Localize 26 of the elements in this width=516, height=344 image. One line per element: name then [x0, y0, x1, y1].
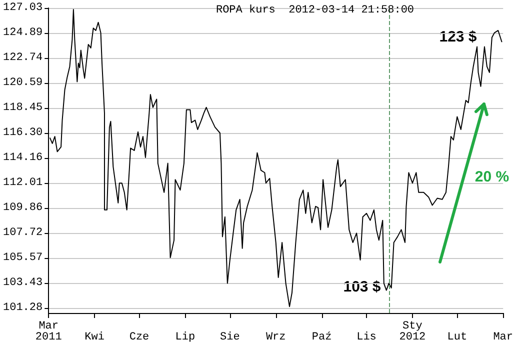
x-tick-label: Sie — [220, 332, 240, 344]
x-tick-label: Lut — [447, 332, 468, 344]
y-tick-label: 112.01 — [2, 176, 43, 189]
chart-title: ROPA kurs 2012-03-14 21:58:00 — [216, 4, 414, 16]
x-tick-label: Wrz — [266, 332, 286, 344]
y-tick-label: 101.28 — [2, 302, 43, 314]
y-tick-label: 120.59 — [2, 77, 43, 90]
y-tick-label: 116.30 — [2, 127, 43, 140]
x-tick-label: Cze — [129, 332, 150, 344]
annotation: 20 % — [474, 168, 510, 186]
x-tick-label: Lip — [175, 332, 196, 344]
y-tick-label: 107.72 — [2, 226, 43, 239]
y-tick-label: 114.16 — [2, 152, 43, 164]
x-tick-label: Kwi — [84, 332, 105, 344]
y-tick-label: 122.74 — [2, 52, 43, 64]
x-tick-label: Paź — [312, 332, 332, 344]
x-tick-label: Lis — [356, 332, 376, 344]
y-tick-label: 124.89 — [2, 26, 43, 39]
y-tick-label: 127.03 — [2, 2, 43, 14]
y-tick-label: 105.57 — [2, 252, 43, 264]
y-tick-label: 109.86 — [2, 202, 43, 214]
y-tick-label: 103.43 — [2, 276, 43, 289]
x-tick-label: Mar — [493, 332, 514, 344]
x-tick-label: Sty 2012 — [399, 320, 426, 344]
x-tick-label: Mar 2011 — [35, 320, 62, 344]
y-tick-label: 118.45 — [2, 102, 43, 114]
